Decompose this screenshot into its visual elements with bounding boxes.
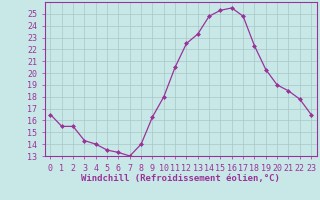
X-axis label: Windchill (Refroidissement éolien,°C): Windchill (Refroidissement éolien,°C)	[81, 174, 280, 183]
